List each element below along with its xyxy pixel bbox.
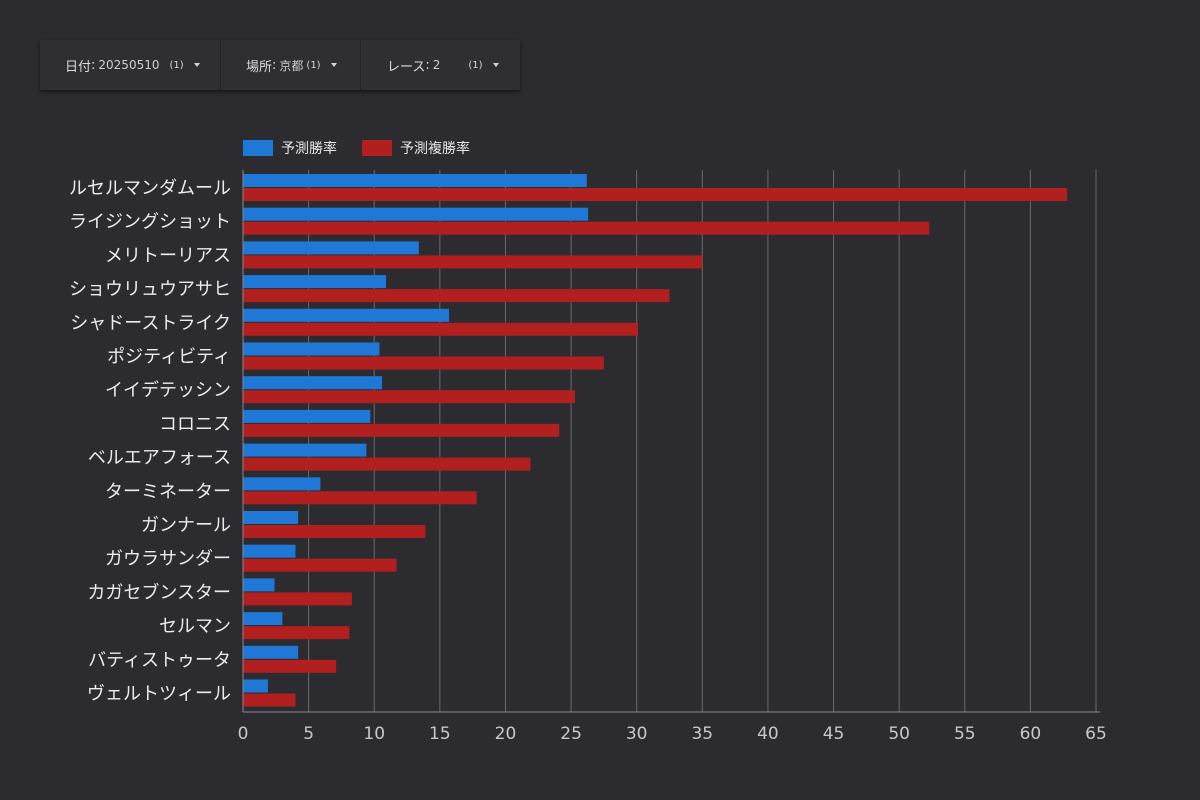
bar-win-rate xyxy=(243,645,299,659)
x-tick-label: 45 xyxy=(823,724,845,744)
race-filter-colon: : xyxy=(425,57,430,73)
category-label: ガウラサンダー xyxy=(105,549,231,570)
bar-place-rate xyxy=(243,659,337,673)
category-label: ヴェルトツィール xyxy=(87,684,231,705)
bar-win-rate xyxy=(243,544,296,558)
x-tick-label: 30 xyxy=(626,724,648,744)
bar-win-rate xyxy=(243,207,589,221)
category-label: ターミネーター xyxy=(105,481,231,502)
race-filter-count: (1) xyxy=(468,59,483,71)
race-filter-value: 2 xyxy=(432,58,441,72)
place-filter-count: (1) xyxy=(306,59,321,71)
x-tick-label: 25 xyxy=(560,724,582,744)
bar-place-rate xyxy=(243,188,1068,201)
category-label: ベルエアフォース xyxy=(88,448,231,469)
legend-label-place-rate: 予測複勝率 xyxy=(400,140,470,157)
bar-place-rate xyxy=(243,626,350,640)
legend-label-win-rate: 予測勝率 xyxy=(281,140,337,157)
date-filter-value: 20250510 xyxy=(98,58,160,72)
date-filter-count: (1) xyxy=(169,59,184,71)
place-filter-value: 京都 xyxy=(279,58,304,73)
bar-place-rate xyxy=(243,558,397,572)
x-tick-label: 60 xyxy=(1020,724,1042,744)
x-tick-label: 20 xyxy=(495,724,517,744)
date-filter-colon: : xyxy=(91,57,96,73)
date-filter-label: 日付 xyxy=(65,59,92,75)
category-label: ライジングショット xyxy=(69,212,231,233)
x-tick-label: 5 xyxy=(303,724,314,744)
bar-win-rate xyxy=(243,241,419,255)
bar-win-rate xyxy=(243,342,380,356)
bar-place-rate xyxy=(243,525,426,538)
chevron-down-icon[interactable] xyxy=(330,63,337,67)
chevron-down-icon[interactable] xyxy=(492,63,499,67)
filter-bar: 日付: 20250510 (1) 場所: 京都 (1) レース: 2 (1) xyxy=(40,40,520,90)
bar-place-rate xyxy=(243,457,531,471)
category-label: ルセルマンダムール xyxy=(69,178,231,199)
category-label: バティストゥータ xyxy=(88,650,231,671)
bar-place-rate xyxy=(243,255,703,269)
bar-place-rate xyxy=(243,491,477,505)
race-filter-label: レース xyxy=(387,59,426,75)
bar-win-rate xyxy=(243,376,383,390)
x-tick-label: 55 xyxy=(954,724,976,744)
x-tick-label: 40 xyxy=(757,724,779,744)
place-filter-colon: : xyxy=(272,57,277,73)
bar-win-rate xyxy=(243,578,275,592)
x-tick-label: 50 xyxy=(888,724,910,744)
category-label: カガセブンスター xyxy=(87,581,231,603)
bar-place-rate xyxy=(243,289,670,303)
category-label: シャドーストライク xyxy=(70,313,231,334)
bar-win-rate xyxy=(243,612,283,626)
x-tick-label: 35 xyxy=(691,724,713,744)
bar-win-rate xyxy=(243,174,587,187)
category-label: コロニス xyxy=(159,414,231,435)
category-label: イイデテッシン xyxy=(105,380,231,401)
place-filter[interactable]: 場所: 京都 (1) xyxy=(220,40,360,90)
legend-swatch-place-rate xyxy=(362,140,392,156)
category-label: ガンナール xyxy=(141,515,231,536)
category-label: ポジティビティ xyxy=(107,347,231,368)
x-tick-label: 15 xyxy=(429,724,451,744)
date-filter[interactable]: 日付: 20250510 (1) xyxy=(40,40,220,90)
legend-swatch-win-rate xyxy=(243,140,273,156)
chevron-down-icon[interactable] xyxy=(193,63,200,67)
race-filter[interactable]: レース: 2 (1) xyxy=(360,40,520,90)
bar-place-rate xyxy=(243,390,576,404)
bar-win-rate xyxy=(243,409,371,423)
bar-win-rate xyxy=(243,308,450,322)
bar-win-rate xyxy=(243,275,387,289)
bar-place-rate xyxy=(243,592,352,606)
bar-place-rate xyxy=(243,693,296,707)
bar-win-rate xyxy=(243,477,321,491)
category-label: セルマン xyxy=(159,616,231,637)
category-label: ショウリュウアサヒ xyxy=(69,279,231,300)
x-tick-label: 0 xyxy=(238,724,249,744)
place-filter-label: 場所 xyxy=(246,59,273,75)
bar-win-rate xyxy=(243,511,299,524)
x-tick-label: 65 xyxy=(1085,724,1107,744)
bar-place-rate xyxy=(243,356,604,370)
bar-win-rate xyxy=(243,443,367,457)
bar-place-rate xyxy=(243,322,639,336)
bar-win-rate xyxy=(243,679,268,693)
x-tick-label: 10 xyxy=(363,724,385,744)
bar-place-rate xyxy=(243,221,930,235)
bar-place-rate xyxy=(243,423,560,437)
category-label: メリトーリアス xyxy=(105,245,231,266)
